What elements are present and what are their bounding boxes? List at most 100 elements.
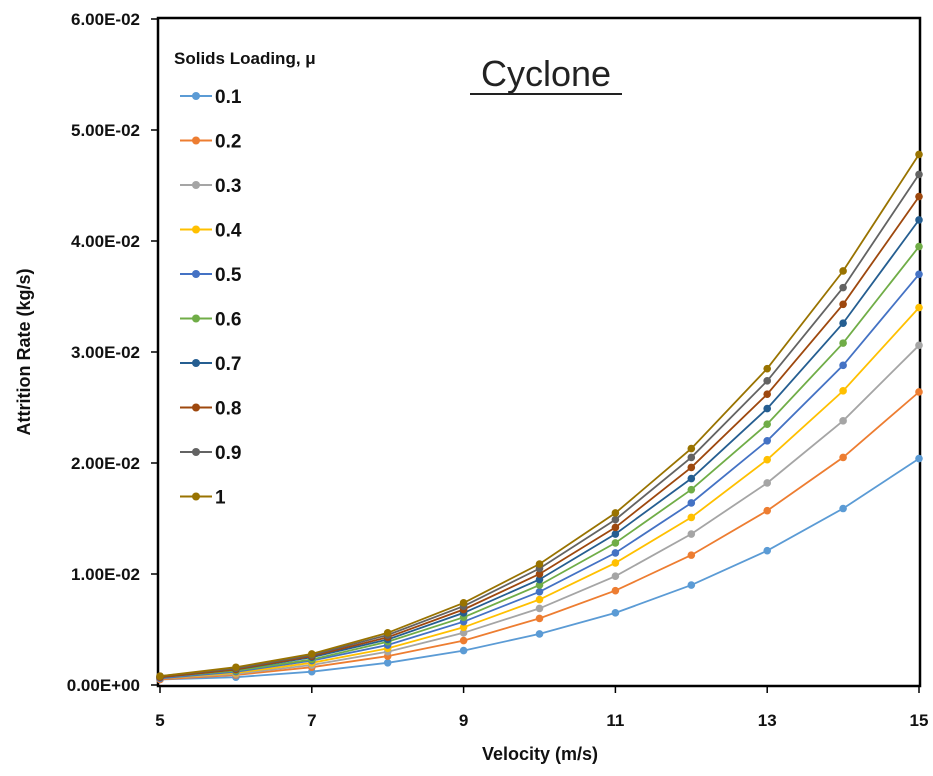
data-point [459,636,468,645]
data-point [535,604,544,613]
data-point [611,539,620,547]
legend-label: 0.7 [215,354,241,375]
data-point [915,303,923,312]
x-tick-label: 5 [155,711,164,730]
data-point [763,420,771,428]
legend-swatch-marker [192,403,200,412]
series-line [159,344,920,680]
legend-swatch-marker [192,492,200,501]
legend-label: 0.6 [215,310,241,331]
legend-swatch-marker [192,225,200,234]
legend-swatch-marker [192,181,200,189]
data-point [687,581,696,589]
data-point [611,559,620,567]
data-point [535,560,544,568]
data-point [611,523,620,532]
data-point [535,587,544,596]
legend-item: 0.8 [180,399,241,420]
data-point [687,530,696,538]
data-point [763,506,771,515]
data-point [535,581,544,589]
x-axis-title: Velocity (m/s) [482,744,598,764]
data-point [459,623,468,632]
data-point [611,572,620,581]
data-point [915,242,923,251]
x-tick-label: 13 [758,711,777,730]
data-point [459,629,468,637]
data-point [839,387,847,395]
x-axis-ticks: 5 7 9 11 13 15 [155,686,928,730]
series-line [159,306,920,680]
data-point [839,504,847,513]
legend-item: 0.2 [180,132,241,153]
legend-swatch-marker [192,359,200,367]
legend-item: 0.3 [180,176,241,197]
data-point [763,377,771,385]
data-point [839,417,847,425]
legend-swatch-marker [192,270,200,278]
legend-title: Solids Loading, μ [174,49,316,68]
x-tick-label: 15 [910,711,929,730]
legend-item: 0.4 [180,221,242,242]
series-0.2 [156,388,923,684]
data-point [763,455,771,464]
legend-label: 0.4 [215,221,242,242]
legend-item: 0.5 [180,265,242,286]
x-tick-label: 11 [606,711,624,730]
data-point [611,530,620,538]
series-0.4 [156,303,923,683]
data-point [839,339,847,347]
data-point [687,485,696,494]
y-tick-label: 4.00E-02 [71,232,140,251]
legend-swatch-marker [192,448,200,456]
data-point [535,575,544,584]
data-point [611,586,620,595]
legend-item: 0.7 [180,354,241,375]
data-point [687,499,696,507]
data-point [763,437,771,445]
y-tick-label: 2.00E-02 [71,454,140,473]
y-tick-label: 1.00E-02 [71,565,140,584]
data-point [611,509,620,517]
data-point [915,170,923,179]
series-line [159,246,920,679]
data-point [687,551,696,559]
data-point [915,216,923,224]
data-point [611,515,620,524]
data-point [687,513,696,522]
y-axis-ticks: 0.00E+00 1.00E-02 2.00E-02 3.00E-02 4.00E-02… [67,10,158,695]
data-point [839,453,847,462]
data-point [763,546,771,555]
data-point [915,454,923,463]
x-tick-label: 9 [459,711,468,730]
y-tick-label: 6.00E-02 [71,10,140,29]
data-point [915,150,923,159]
legend-item: 0.9 [180,443,241,464]
legend-label: 0.2 [215,132,241,153]
data-point [156,672,164,680]
data-point [915,388,923,396]
legend-label: 0.5 [215,265,242,286]
data-point [763,479,771,487]
data-point [308,650,316,658]
x-tick-label: 7 [307,711,316,730]
data-point [915,270,923,279]
legend: Solids Loading, μ 0.1 0.2 0.3 0.4 0.5 0.6 0.7 0… [174,49,316,509]
legend-label: 0.9 [215,443,241,464]
legend-swatch-marker [192,314,200,323]
data-point [687,453,696,462]
data-point [839,283,847,292]
data-point [687,463,696,472]
legend-label: 0.1 [215,87,242,108]
series-0.9 [156,170,923,680]
series-1 [156,150,923,680]
data-point [763,390,771,398]
data-point [687,444,696,453]
data-point [535,630,544,638]
data-point [763,364,771,373]
data-point [611,609,620,617]
legend-item: 1 [180,488,226,509]
data-point [839,319,847,327]
data-point [535,595,544,604]
